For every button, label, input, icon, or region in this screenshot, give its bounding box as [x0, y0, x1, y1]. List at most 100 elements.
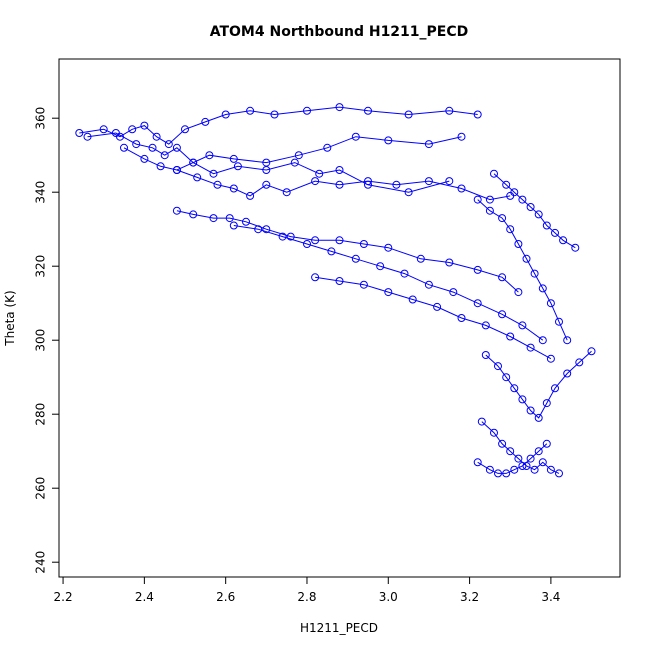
data-point [303, 106, 311, 115]
data-point [384, 288, 393, 297]
data-point [229, 184, 238, 193]
series-line [485, 350, 592, 419]
data-point [323, 143, 332, 152]
data-point [546, 465, 555, 474]
series-line [79, 106, 478, 145]
data-point [571, 243, 580, 252]
data-point [551, 384, 559, 393]
data-point [376, 262, 385, 271]
data-point [384, 243, 393, 252]
data-point [538, 284, 547, 293]
data-point [400, 269, 409, 278]
data-point [530, 269, 539, 278]
data-point [359, 280, 368, 289]
data-point [510, 384, 519, 393]
data-point [294, 151, 303, 160]
data-point [364, 177, 372, 186]
data-point [433, 302, 442, 311]
data-point [140, 121, 149, 130]
data-point [335, 180, 344, 189]
x-tick-label: 2.6 [216, 590, 235, 604]
data-point [510, 188, 519, 197]
data-point [473, 195, 482, 204]
data-point [164, 140, 173, 149]
data-point [457, 132, 466, 141]
plot-area [75, 103, 596, 478]
data-point [506, 332, 515, 341]
data-point [457, 314, 466, 322]
data-point [140, 154, 149, 163]
data-point [278, 232, 287, 241]
data-point [99, 125, 108, 134]
data-point [490, 428, 498, 437]
data-point [189, 158, 198, 167]
data-point [229, 221, 238, 230]
data-point [303, 240, 311, 248]
data-point [290, 158, 299, 167]
data-point [530, 465, 539, 474]
data-point [494, 362, 502, 371]
data-point [404, 188, 413, 197]
data-point [526, 406, 535, 415]
data-point [172, 143, 181, 152]
data-point [364, 106, 372, 115]
data-point [351, 132, 360, 141]
data-point [473, 458, 482, 467]
data-point [172, 206, 181, 215]
data-point [270, 110, 279, 119]
data-point [262, 166, 271, 174]
data-point [233, 162, 242, 171]
data-point [282, 188, 291, 197]
data-point [262, 225, 271, 234]
data-point [551, 228, 559, 237]
data-point [555, 469, 563, 478]
data-point [526, 454, 535, 463]
data-point [189, 210, 198, 219]
data-point [555, 317, 563, 326]
data-point [311, 236, 320, 245]
data-point [254, 225, 263, 234]
data-point [514, 454, 523, 463]
data-point [213, 180, 222, 189]
data-point [526, 203, 535, 211]
data-point [485, 465, 494, 474]
y-tick-label: 280 [34, 403, 48, 426]
data-point [209, 214, 218, 223]
y-axis-label: Theta (K) [3, 290, 17, 346]
data-point [514, 288, 523, 297]
data-point [477, 417, 486, 426]
data-point [494, 469, 502, 478]
series-line [315, 276, 552, 360]
data-point [424, 280, 433, 289]
data-point [498, 310, 507, 319]
data-point [473, 299, 482, 308]
data-point [546, 354, 555, 363]
data-point [229, 154, 238, 163]
series-line [176, 210, 519, 293]
data-point [128, 125, 137, 134]
data-point [120, 143, 128, 152]
x-tick-label: 3.0 [379, 590, 398, 604]
data-point [534, 447, 543, 456]
data-point [542, 439, 551, 448]
y-tick-label: 300 [34, 329, 48, 352]
data-point [311, 177, 320, 186]
data-point [514, 240, 523, 248]
data-point [542, 399, 551, 408]
data-point [490, 169, 498, 178]
x-tick-label: 3.4 [541, 590, 560, 604]
data-point [445, 106, 454, 115]
data-point [518, 195, 527, 204]
data-point [392, 180, 401, 189]
data-point [449, 288, 458, 297]
data-point [404, 110, 413, 119]
x-axis: 2.2 2.4 2.6 2.8 3.0 3.2 3.4 [54, 576, 560, 604]
data-point [485, 195, 494, 204]
data-point [156, 162, 165, 171]
data-point [221, 110, 230, 119]
data-point [160, 151, 169, 160]
data-point [473, 110, 482, 119]
data-point [502, 373, 511, 382]
data-point [335, 236, 344, 245]
